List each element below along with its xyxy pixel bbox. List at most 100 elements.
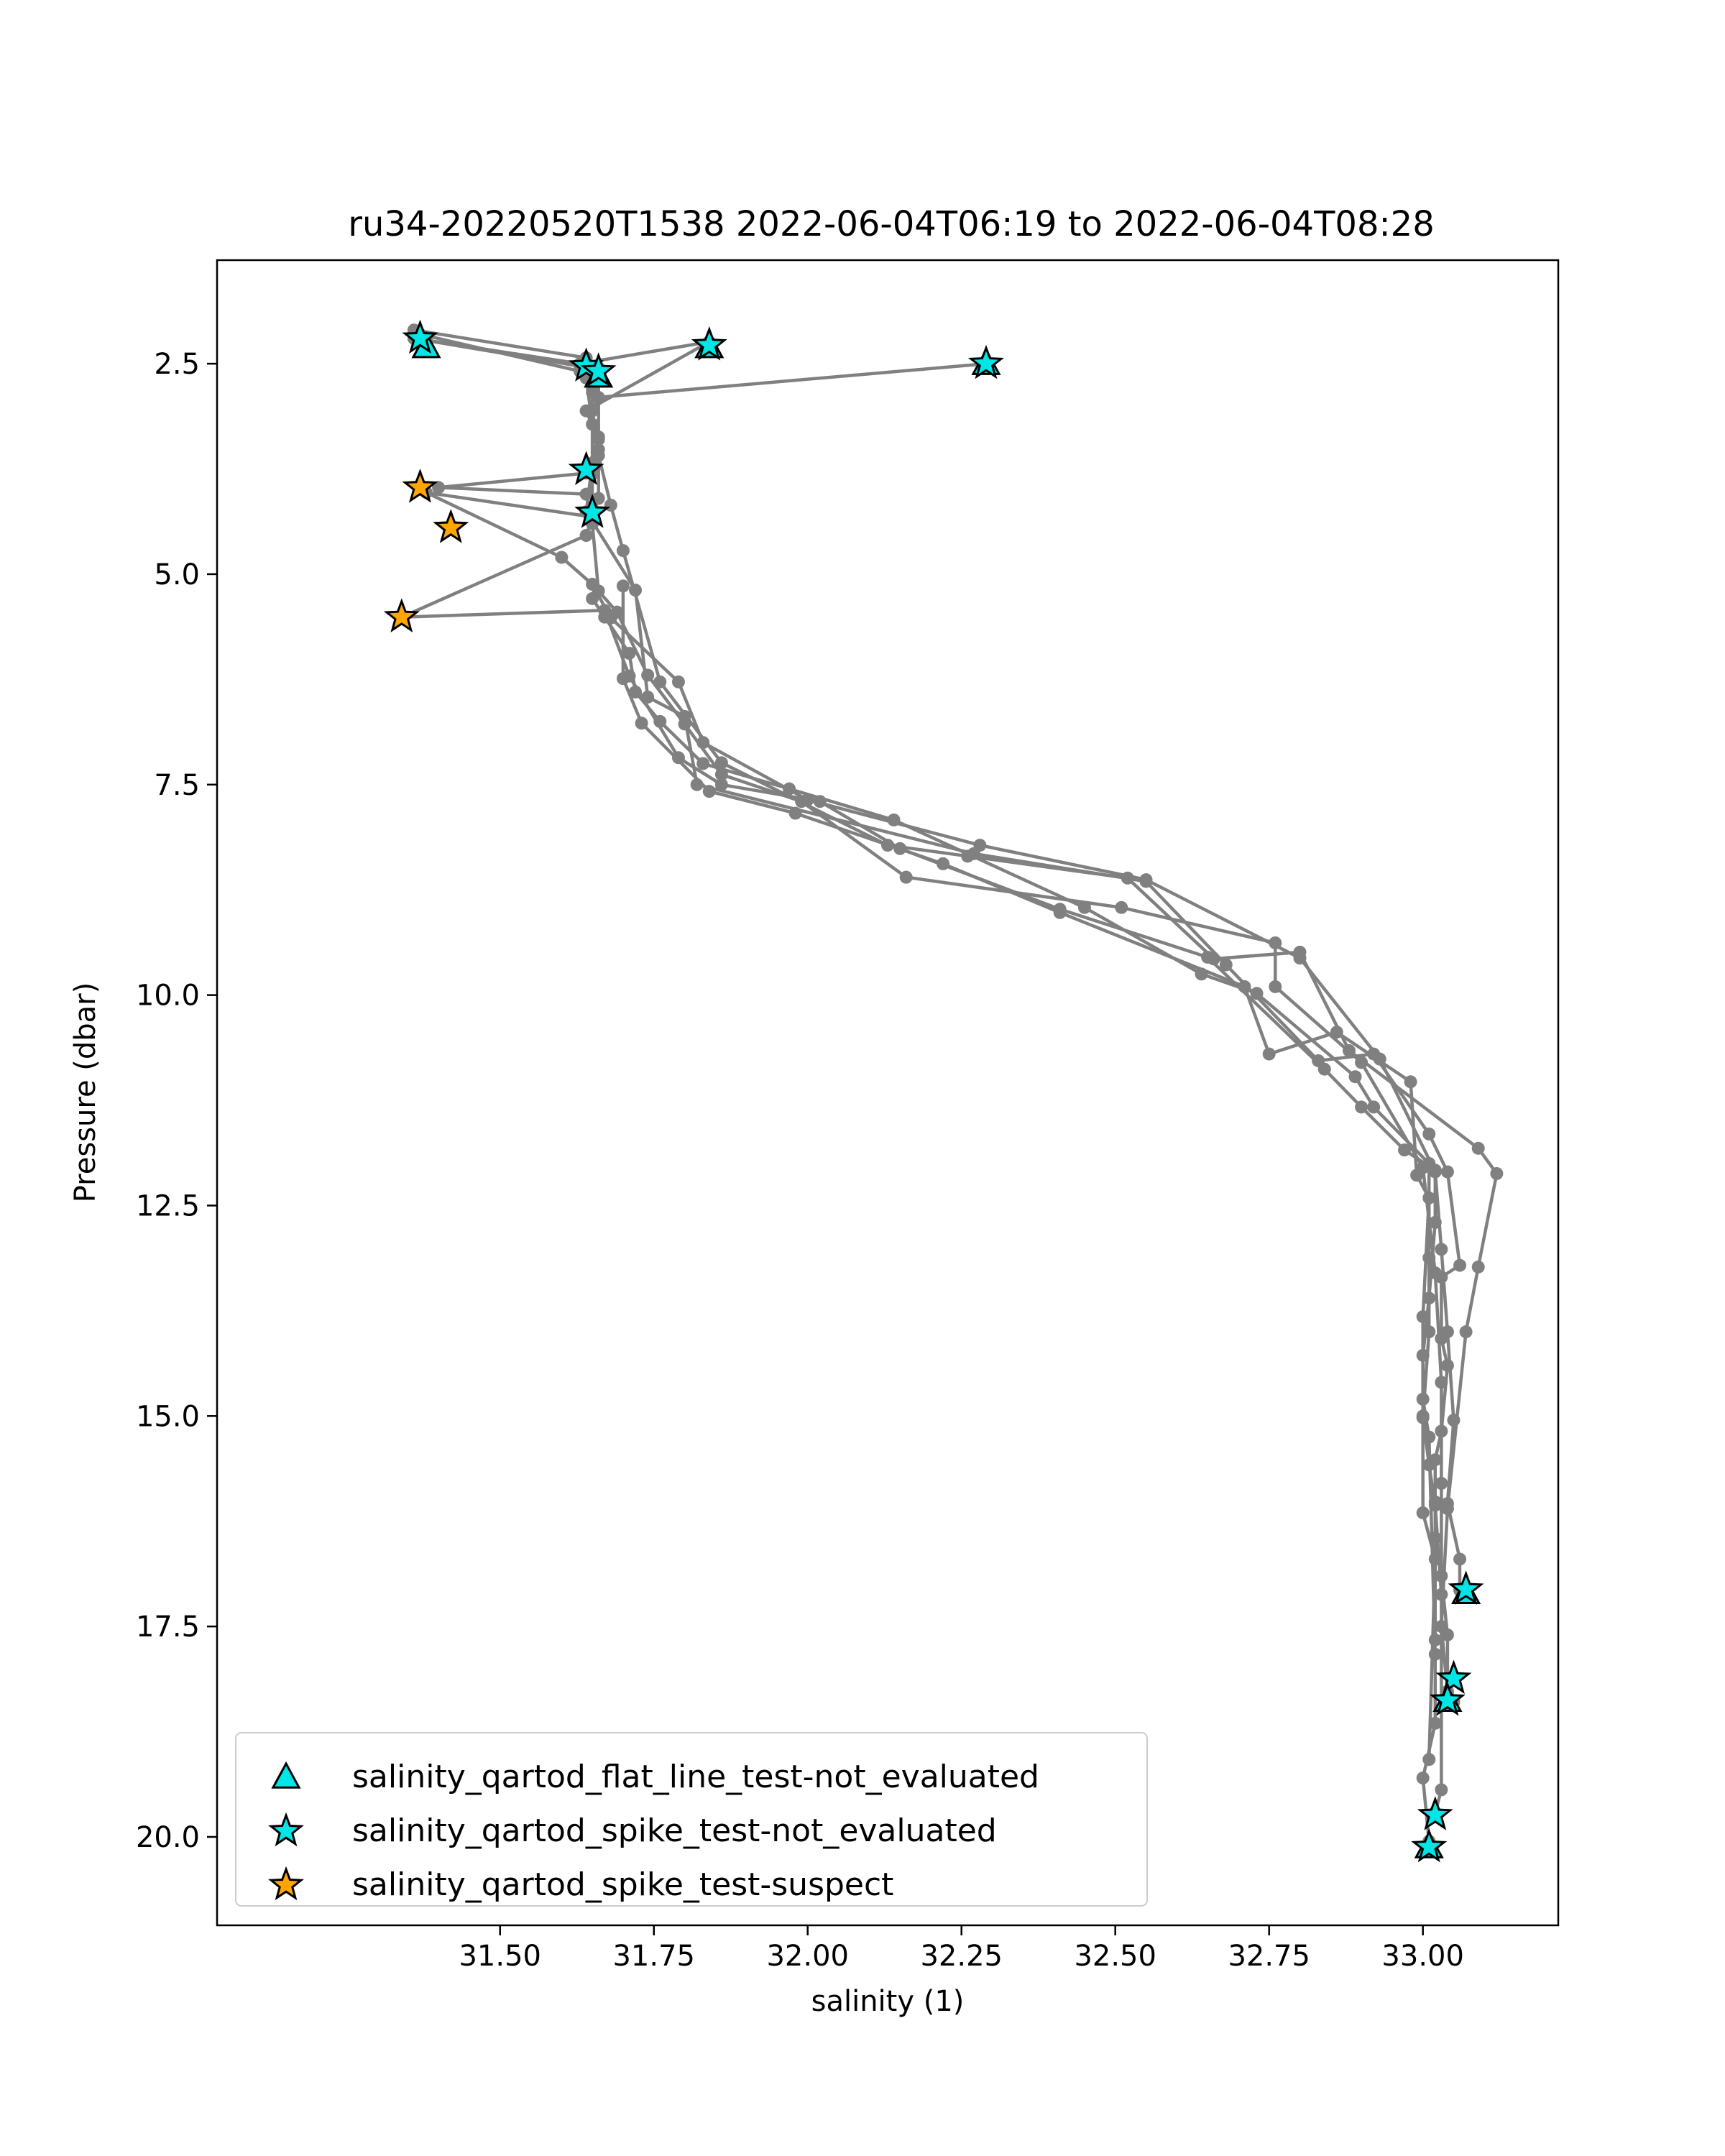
profile-7-point — [586, 591, 599, 605]
profile-6-point — [1416, 1772, 1430, 1785]
profile-5-point — [893, 842, 907, 855]
legend-marker-1 — [271, 1761, 301, 1789]
profile-1-point — [1115, 900, 1128, 914]
profile-6-point — [1410, 1169, 1424, 1182]
profile-5-point — [586, 404, 599, 418]
profile-4-point — [1422, 1127, 1436, 1141]
profile-7-point — [1428, 1552, 1442, 1566]
profile-4-point — [1435, 1332, 1448, 1345]
profile-1-point — [1435, 1376, 1448, 1389]
profile-5-point — [1435, 1588, 1448, 1601]
profile-3-point — [1121, 871, 1134, 885]
profile-6-point — [937, 857, 950, 870]
profile-5-point — [1422, 1291, 1436, 1305]
x-tick-label: 32.75 — [1228, 1940, 1310, 1973]
star-marker-2 — [1429, 1681, 1466, 1716]
profile-4-point — [678, 709, 691, 723]
profile-3-point — [1435, 1620, 1448, 1634]
profile-7-point — [1416, 1411, 1430, 1424]
profile-5-point — [813, 795, 827, 808]
profile-6-point — [1416, 1392, 1430, 1406]
profile-2-point — [1435, 1243, 1448, 1256]
profile-7-point — [1422, 1156, 1436, 1170]
profile-7-point — [1195, 967, 1208, 981]
profile-1-point — [432, 481, 446, 494]
profile-4-point — [1440, 1165, 1454, 1179]
profile-2-point — [586, 577, 599, 591]
profile-5-point — [1416, 1348, 1430, 1362]
profile-7-point — [696, 757, 710, 770]
profile-5-point — [1398, 1143, 1412, 1157]
profile-3-point — [616, 544, 630, 558]
profile-5-point — [592, 390, 605, 404]
profile-3-point — [1471, 1141, 1485, 1155]
profile-3-point — [1342, 1044, 1356, 1057]
profile-5-point — [1435, 1783, 1448, 1797]
y-tick-label: 15.0 — [136, 1400, 200, 1433]
profile-3-point — [714, 756, 728, 770]
star-marker-2 — [691, 326, 727, 361]
y-tick-label: 2.5 — [154, 348, 200, 381]
legend-marker-3 — [268, 1866, 304, 1901]
profile-7-point — [1077, 900, 1091, 914]
y-tick-label: 20.0 — [136, 1821, 200, 1854]
profile-7-point — [1416, 1506, 1430, 1520]
profile-4-point — [967, 847, 980, 860]
profile-5-point — [579, 529, 593, 543]
profile-7-point — [598, 610, 612, 624]
star-marker-2 — [1448, 1570, 1484, 1605]
x-tick-label: 31.75 — [612, 1940, 695, 1973]
profile-6-point — [1422, 1191, 1436, 1204]
axis-ticks: 31.50 31.75 32.00 32.25 32.50 32.75 33.00 2.5 5.… — [136, 348, 1464, 1973]
profile-3-point — [1293, 945, 1307, 959]
profile-1-point — [1269, 980, 1282, 993]
profile-4-point — [1428, 1633, 1442, 1646]
profile-7-point — [629, 685, 643, 699]
profile-3-point — [586, 418, 599, 431]
profile-3-point — [653, 675, 667, 688]
profile-2-point — [1453, 1552, 1467, 1566]
profile-3-point — [1440, 1502, 1454, 1516]
profile-6-point — [1404, 1075, 1417, 1089]
profile-4-point — [1139, 875, 1153, 888]
y-tick-label: 5.0 — [154, 558, 200, 591]
legend-label-1: salinity_qartod_flat_line_test-not_evalu… — [352, 1759, 1039, 1795]
profile-6-point — [1053, 906, 1067, 919]
star-marker-3 — [433, 509, 469, 543]
profile-6-point — [1428, 1647, 1442, 1661]
star-marker-3 — [402, 469, 438, 503]
profile-6-point — [702, 785, 716, 798]
x-axis-label: salinity (1) — [811, 1985, 965, 2018]
profile-6-point — [635, 717, 648, 730]
y-tick-label: 17.5 — [136, 1611, 200, 1644]
profile-4-point — [1453, 1258, 1467, 1272]
profile-1-point — [899, 870, 913, 884]
profile-5-point — [1428, 1215, 1442, 1229]
profile-7-point — [622, 647, 636, 660]
profile-7-point — [783, 782, 796, 796]
profile-4-point — [690, 778, 704, 791]
x-tick-label: 32.00 — [766, 1940, 849, 1973]
profile-7-point — [1348, 1070, 1362, 1084]
profile-3-point — [1459, 1325, 1473, 1339]
profile-1-point — [714, 768, 728, 781]
profile-4-point — [1435, 1424, 1448, 1438]
profile-5-point — [671, 751, 685, 765]
profile-4-point — [1219, 958, 1233, 972]
profile-5-point — [1422, 1458, 1436, 1472]
profile-6-point — [788, 806, 802, 820]
profile-1-point — [1355, 1056, 1368, 1069]
profile-5-point — [1201, 950, 1215, 964]
profile-3-point — [1490, 1166, 1504, 1180]
profile-4-point — [641, 690, 655, 704]
profile-2-point — [801, 793, 814, 806]
y-tick-label: 10.0 — [136, 980, 200, 1013]
profile-5-point — [1355, 1100, 1368, 1114]
profile-1-point — [1435, 1477, 1448, 1491]
profile-5-point — [592, 443, 605, 456]
profile-6-point — [616, 579, 630, 593]
axes-frame — [216, 259, 1560, 1927]
legend-marker-2 — [268, 1812, 304, 1847]
legend-box — [235, 1732, 1148, 1907]
y-tick-label: 7.5 — [154, 769, 200, 802]
